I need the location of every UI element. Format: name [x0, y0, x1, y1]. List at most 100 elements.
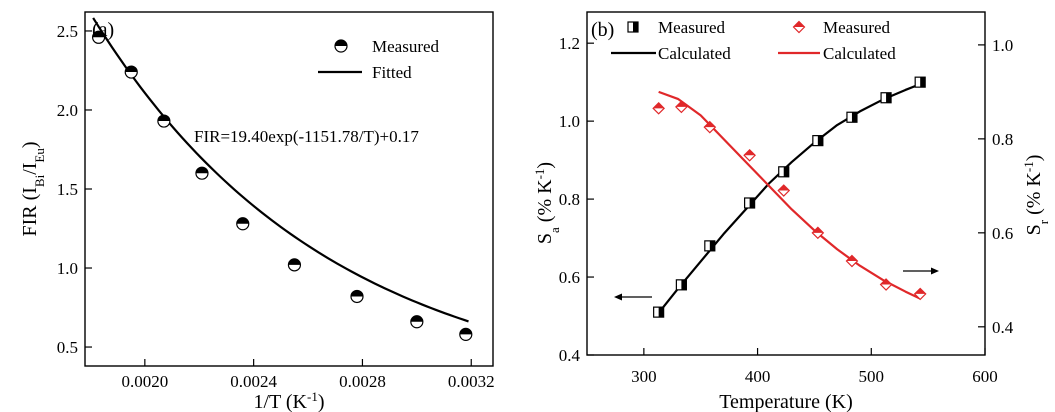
fitted-curve — [92, 17, 469, 323]
measured-point — [195, 166, 209, 180]
right-y-tick-label: 1.0 — [992, 36, 1013, 55]
sa-measured-point — [744, 197, 756, 209]
marker-fill — [880, 279, 892, 285]
marker-fill — [459, 328, 472, 335]
right-y-tick-label: 0.4 — [992, 318, 1014, 337]
marker-fill — [704, 121, 716, 128]
legend-marker — [792, 20, 806, 34]
panel-b: (b) 300 400 500 600 0.4 0.6 0.8 1.0 1.2 0.4 0.6 0.8… — [532, 11, 1051, 412]
sr-measured-point — [703, 120, 717, 134]
sr-calculated-curve — [658, 90, 921, 300]
legend-measured-marker — [334, 39, 348, 53]
x-tick-label: 0.0024 — [230, 372, 277, 391]
x-tick-label: 0.0028 — [339, 372, 386, 391]
sr-measured-point — [879, 278, 893, 291]
panel-a-frame — [84, 11, 494, 367]
marker-fill — [793, 21, 805, 27]
panel-a-legend: Measured Fitted — [318, 37, 440, 82]
left-y-tick-label: 0.6 — [559, 268, 580, 287]
measured-point — [287, 258, 302, 272]
legend-sr-measured-label: Measured — [823, 18, 891, 37]
marker-fill — [886, 92, 892, 103]
marker-fill — [749, 197, 755, 208]
marker-fill — [288, 258, 301, 265]
legend-sr-calculated-label: Calculated — [823, 44, 896, 63]
x-tick-label: 300 — [631, 367, 657, 386]
x-tick-label: 0.0032 — [448, 372, 495, 391]
right-y-tick-label: 0.8 — [992, 130, 1013, 149]
marker-fill — [709, 240, 715, 251]
marker-fill — [914, 288, 926, 294]
x-tick-label: 0.0020 — [121, 372, 168, 391]
sa-measured-point — [846, 111, 858, 123]
measured-point — [410, 315, 424, 329]
measured-point — [459, 327, 473, 341]
sa-measured-point — [812, 135, 824, 147]
marker-fill — [681, 279, 687, 290]
marker-fill — [851, 112, 857, 123]
right-y-tick-label: 0.6 — [992, 224, 1013, 243]
sa-measured-point — [653, 306, 665, 318]
panel-a-plot — [91, 17, 473, 341]
measured-point — [236, 217, 250, 231]
marker-fill — [633, 22, 638, 32]
panel-b-plot — [652, 76, 927, 318]
measured-point — [350, 289, 364, 304]
panel-b-legend: Measured Calculated Measured Calculated — [611, 18, 896, 63]
sr-measured-point — [913, 287, 927, 301]
legend-fitted-label: Fitted — [372, 63, 412, 82]
panel-b-left-y-axis-label: Sa (% K-1) — [532, 162, 562, 244]
marker-fill — [846, 255, 858, 262]
panel-a-y-axis-label: FIR (IBi/IEu) — [19, 141, 47, 236]
marker-fill — [783, 166, 789, 177]
panel-b-label: (b) — [591, 19, 614, 41]
legend-marker — [334, 39, 348, 53]
y-tick-label: 0.5 — [57, 338, 78, 357]
y-tick-label: 1.0 — [57, 259, 78, 278]
x-tick-label: 500 — [859, 367, 885, 386]
left-y-tick-label: 1.2 — [559, 34, 580, 53]
sa-measured-point — [704, 240, 716, 252]
left-y-tick-label: 1.0 — [559, 112, 580, 131]
legend-marker — [627, 21, 639, 33]
x-tick-label: 600 — [972, 367, 998, 386]
measured-point — [91, 30, 106, 44]
marker-fill — [920, 77, 926, 88]
panel-b-right-y-axis-label: Sr (% K-1) — [1021, 155, 1051, 236]
marker-fill — [812, 227, 824, 233]
marker-fill — [236, 217, 249, 224]
marker-fill — [125, 66, 138, 73]
panel-b-x-axis-label: Temperature (K) — [719, 391, 853, 412]
fit-equation-annotation: FIR=19.40exp(-1151.78/T)+0.17 — [194, 127, 419, 146]
panel-a-axes: 0.0020 0.0024 0.0028 0.0032 0.5 1.0 1.5 2.0 2.5 — [57, 22, 495, 391]
marker-fill — [351, 290, 363, 297]
right-axis-arrow — [903, 267, 939, 275]
sr-measured-point — [743, 148, 756, 162]
legend-sr-measured-marker — [792, 20, 806, 34]
sa-measured-point — [675, 279, 687, 291]
y-tick-label: 2.5 — [57, 22, 78, 41]
sa-measured-point — [880, 92, 892, 104]
sr-measured-point — [845, 254, 859, 268]
x-tick-label: 400 — [745, 367, 771, 386]
measured-point — [157, 114, 171, 128]
measured-point — [124, 65, 138, 79]
y-tick-label: 1.5 — [57, 180, 78, 199]
marker-fill — [675, 101, 687, 107]
marker-fill — [335, 40, 347, 46]
marker-fill — [410, 315, 423, 322]
marker-fill — [195, 167, 208, 174]
sr-measured-point — [652, 101, 665, 115]
sa-measured-point — [914, 76, 926, 88]
left-y-tick-label: 0.4 — [559, 346, 581, 365]
sa-measured-point — [778, 166, 790, 178]
sr-measured-point — [811, 226, 825, 240]
marker-fill — [817, 135, 823, 146]
panel-b-axes: 300 400 500 600 0.4 0.6 0.8 1.0 1.2 0.4 0.6 0.8 1.0 — [559, 34, 1014, 386]
marker-fill — [653, 102, 665, 109]
panel-b-frame — [586, 11, 986, 356]
left-axis-arrow — [614, 293, 652, 301]
legend-sa-measured-marker — [627, 21, 639, 33]
marker-fill — [157, 115, 170, 122]
